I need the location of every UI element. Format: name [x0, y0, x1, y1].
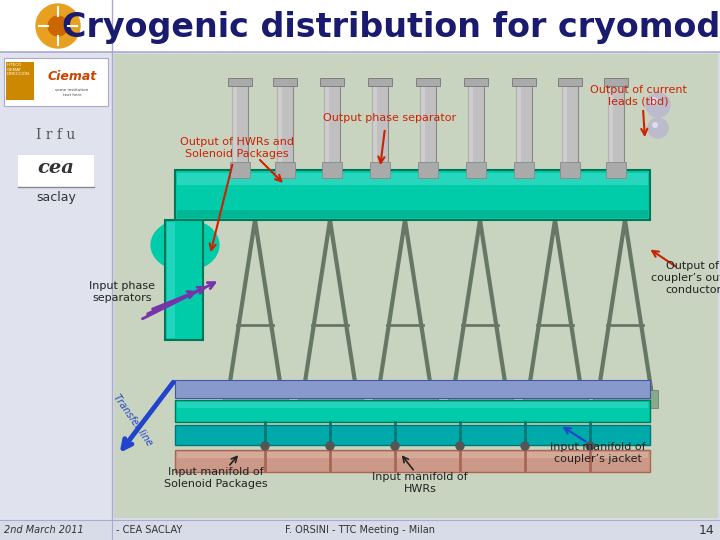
Bar	[6, 62, 34, 100]
Bar	[606, 162, 626, 178]
Bar	[177, 173, 648, 185]
Bar	[324, 80, 340, 170]
Circle shape	[652, 122, 658, 128]
Bar	[298, 390, 363, 408]
Bar	[516, 80, 532, 170]
Bar	[4, 58, 108, 106]
Circle shape	[521, 442, 529, 450]
Bar	[175, 170, 650, 220]
Text: Cryogenic distribution for cryomodule: Cryogenic distribution for cryomodule	[62, 11, 720, 44]
Bar	[368, 78, 392, 86]
Bar	[0, 0, 720, 52]
Text: Input manifold of
coupler’s jacket: Input manifold of coupler’s jacket	[550, 442, 646, 464]
Bar	[464, 78, 488, 86]
Bar	[277, 80, 293, 170]
Circle shape	[648, 118, 668, 138]
Bar	[593, 390, 658, 408]
Bar	[372, 80, 377, 170]
Text: I r f u: I r f u	[36, 128, 76, 142]
Circle shape	[646, 93, 670, 117]
Bar	[370, 162, 390, 178]
Bar	[516, 80, 521, 170]
Bar	[177, 402, 648, 408]
Circle shape	[586, 442, 594, 450]
Text: Input manifold of
Solenoid Packages: Input manifold of Solenoid Packages	[164, 467, 268, 489]
Text: F. ORSINI - TTC Meeting - Milan: F. ORSINI - TTC Meeting - Milan	[285, 525, 435, 535]
Text: - CEA SACLAY: - CEA SACLAY	[116, 525, 182, 535]
Bar	[177, 210, 648, 218]
Circle shape	[36, 4, 80, 48]
Bar	[420, 80, 425, 170]
Bar	[562, 80, 578, 170]
Bar	[232, 80, 237, 170]
Bar	[608, 80, 624, 170]
Circle shape	[48, 16, 68, 36]
Text: Transfer line: Transfer line	[112, 392, 155, 448]
Bar	[416, 78, 440, 86]
Bar	[273, 78, 297, 86]
Bar	[232, 80, 248, 170]
Bar	[373, 390, 438, 408]
Bar	[512, 78, 536, 86]
Text: 14: 14	[698, 523, 714, 537]
Circle shape	[326, 442, 334, 450]
Bar	[324, 80, 329, 170]
Bar	[514, 162, 534, 178]
Bar	[320, 78, 344, 86]
Text: saclay: saclay	[36, 192, 76, 205]
Text: HITECO
CIEMAT
DIRECCIÓN: HITECO CIEMAT DIRECCIÓN	[7, 63, 30, 76]
Text: some institution
text here: some institution text here	[55, 88, 89, 97]
Bar	[275, 162, 295, 178]
Text: Input phase
separators: Input phase separators	[89, 281, 155, 303]
Text: cea: cea	[37, 159, 74, 177]
Bar	[228, 78, 252, 86]
Bar	[165, 220, 203, 340]
Circle shape	[261, 442, 269, 450]
Bar	[372, 80, 388, 170]
Bar	[560, 162, 580, 178]
Bar	[608, 80, 613, 170]
Bar	[114, 54, 718, 518]
Bar	[167, 222, 175, 338]
Bar	[175, 425, 650, 445]
Bar	[468, 80, 484, 170]
Bar	[175, 400, 650, 422]
Bar	[0, 52, 112, 520]
Bar	[558, 78, 582, 86]
Text: Output phase separator: Output phase separator	[323, 113, 456, 123]
Circle shape	[456, 442, 464, 450]
Text: Output of HWRs and
Solenoid Packages: Output of HWRs and Solenoid Packages	[180, 137, 294, 159]
Bar	[177, 452, 648, 458]
Text: 2nd March 2011: 2nd March 2011	[4, 525, 84, 535]
Bar	[448, 390, 513, 408]
Bar	[322, 162, 342, 178]
Circle shape	[650, 97, 658, 105]
Text: Input manifold of
HWRs: Input manifold of HWRs	[372, 472, 468, 494]
Bar	[230, 162, 250, 178]
Bar	[604, 78, 628, 86]
Bar	[466, 162, 486, 178]
Text: Ciemat: Ciemat	[48, 70, 96, 83]
Bar	[418, 162, 438, 178]
Ellipse shape	[151, 220, 219, 270]
Bar	[523, 390, 588, 408]
Bar	[175, 380, 650, 398]
Bar	[175, 450, 650, 472]
Bar	[420, 80, 436, 170]
Text: Output of
coupler’s outer
conductor: Output of coupler’s outer conductor	[651, 261, 720, 295]
Text: Output of current
leads (tbd): Output of current leads (tbd)	[590, 85, 686, 107]
Bar	[468, 80, 473, 170]
Bar	[0, 520, 720, 540]
Bar	[223, 390, 288, 408]
Circle shape	[391, 442, 399, 450]
Bar	[18, 155, 94, 187]
Bar	[562, 80, 567, 170]
Bar	[277, 80, 282, 170]
